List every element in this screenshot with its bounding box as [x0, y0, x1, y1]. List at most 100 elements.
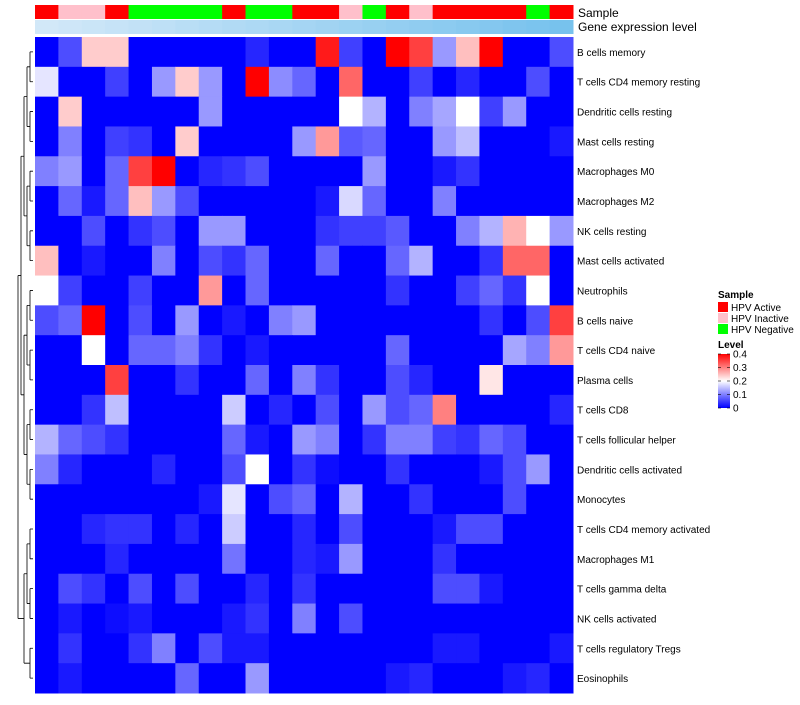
heatmap-cell	[432, 156, 457, 187]
heatmap-cell	[362, 126, 387, 157]
heatmap-cell	[175, 245, 200, 277]
heatmap-cell	[339, 66, 363, 98]
heatmap-cell	[245, 543, 270, 575]
heatmap-cell	[198, 37, 223, 68]
heatmap-cell	[268, 37, 293, 68]
heatmap-cell	[526, 66, 551, 98]
heatmap-cell	[58, 186, 83, 217]
heatmap-cell	[526, 454, 551, 485]
dendrogram-branch	[29, 409, 33, 440]
heatmap-cell	[268, 96, 293, 127]
heatmap-cell	[432, 663, 457, 694]
heatmap-cell	[222, 454, 247, 485]
row-label: T cells CD8	[577, 406, 629, 417]
heatmap-cell	[362, 275, 387, 306]
row-label: Plasma cells	[577, 376, 633, 387]
heatmap-cell	[479, 663, 504, 694]
heatmap-cell	[479, 215, 504, 247]
heatmap-cell	[432, 633, 457, 664]
row-label: T cells CD4 naive	[577, 346, 656, 357]
expression-annotation-cell	[502, 20, 527, 34]
heatmap-cell	[105, 126, 130, 157]
heatmap-cell	[58, 543, 83, 575]
heatmap-cell	[292, 663, 317, 694]
heatmap-cell	[222, 275, 247, 306]
heatmap-cell	[456, 454, 480, 485]
heatmap-cell	[549, 424, 574, 455]
heatmap-cell	[245, 66, 270, 98]
heatmap-cell	[549, 454, 574, 485]
heatmap-cell	[128, 66, 153, 98]
heatmap-cell	[105, 663, 130, 694]
heatmap-cell	[385, 156, 410, 187]
heatmap-cell	[198, 126, 223, 157]
heatmap-cell	[409, 335, 434, 366]
heatmap-cell	[385, 365, 410, 396]
legend-sample-title: Sample	[718, 290, 754, 301]
heatmap-cell	[151, 424, 176, 455]
heatmap-cell	[526, 335, 551, 366]
heatmap-cell	[268, 245, 293, 277]
heatmap-cell	[409, 573, 434, 605]
heatmap-cell	[151, 305, 176, 336]
heatmap-cell	[502, 126, 527, 157]
heatmap-cell	[198, 156, 223, 187]
heatmap-cell	[409, 633, 434, 664]
heatmap-cell	[292, 66, 317, 98]
heatmap-cell	[58, 424, 83, 455]
dendrogram-branch	[26, 304, 30, 366]
sample-annotation-cell	[549, 5, 574, 19]
heatmap-cell	[339, 454, 363, 485]
heatmap-cell	[385, 66, 410, 98]
heatmap-cell	[339, 514, 363, 545]
heatmap-cell	[479, 245, 504, 277]
expression-track-label: Gene expression level	[578, 20, 697, 34]
heatmap-cell	[549, 543, 574, 575]
heatmap-cell	[479, 484, 504, 515]
heatmap-cell	[81, 484, 106, 515]
heatmap-cell	[339, 186, 363, 217]
heatmap-cell	[81, 454, 106, 485]
heatmap-cell	[339, 663, 363, 694]
heatmap-cell	[315, 156, 340, 187]
heatmap-cell	[268, 484, 293, 515]
heatmap-cell	[409, 394, 434, 426]
heatmap-cell	[549, 365, 574, 396]
heatmap-cell	[526, 126, 551, 157]
heatmap-cell	[385, 543, 410, 575]
heatmap-cell	[105, 156, 130, 187]
heatmap-cell	[245, 305, 270, 336]
row-label: B cells memory	[577, 48, 645, 59]
heatmap-cell	[222, 633, 247, 664]
heatmap-cell	[245, 603, 270, 634]
sample-annotation-cell	[526, 5, 551, 19]
expression-annotation-track	[35, 20, 574, 34]
heatmap-cell	[432, 484, 457, 515]
heatmap-cell	[128, 454, 153, 485]
heatmap-cell	[81, 275, 106, 306]
heatmap-cell	[198, 454, 223, 485]
heatmap-cell	[35, 573, 59, 605]
heatmap-cell	[339, 543, 363, 575]
heatmap-cell	[58, 484, 83, 515]
heatmap-cell	[105, 37, 130, 68]
dendrogram-branch	[29, 349, 33, 381]
heatmap-cell	[175, 573, 200, 605]
heatmap-cell	[549, 126, 574, 157]
heatmap-cell	[268, 663, 293, 694]
sample-annotation-cell	[292, 5, 317, 19]
heatmap-cell	[35, 484, 59, 515]
heatmap-cell	[432, 424, 457, 455]
heatmap-cell	[245, 186, 270, 217]
heatmap-cell	[35, 424, 59, 455]
heatmap-cell	[128, 543, 153, 575]
heatmap-cell	[151, 66, 176, 98]
heatmap-cell	[549, 663, 574, 694]
heatmap-cell	[549, 156, 574, 187]
sample-annotation-cell	[151, 5, 176, 19]
heatmap-cell	[128, 663, 153, 694]
expression-annotation-cell	[292, 20, 317, 34]
heatmap-cell	[198, 543, 223, 575]
heatmap-cell	[315, 543, 340, 575]
row-label: Dendritic cells activated	[577, 465, 682, 476]
